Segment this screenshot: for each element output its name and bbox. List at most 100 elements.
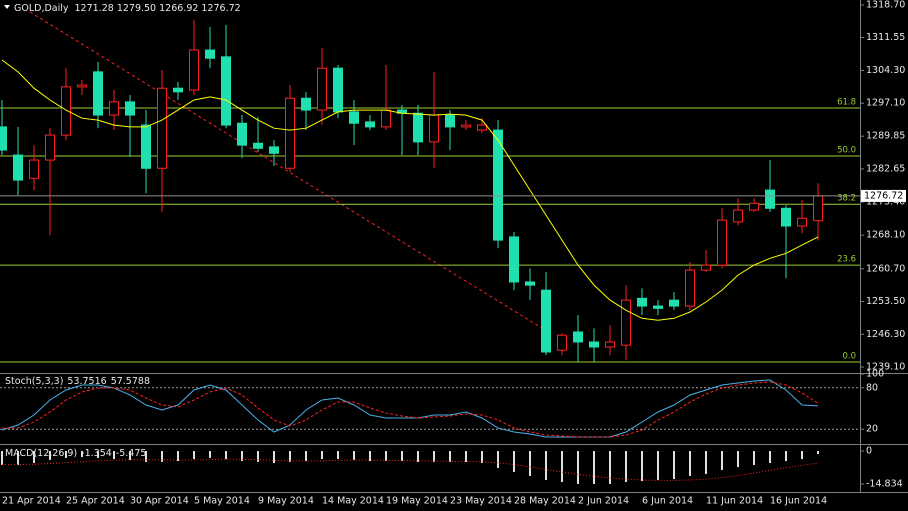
y-tick-label: 1260.70 bbox=[866, 263, 905, 274]
indicator-header: Stoch(5,3,3) 53.7516 57.5788 bbox=[5, 376, 150, 387]
fib-label: 38.2 bbox=[837, 194, 856, 204]
x-tick-label: 9 May 2014 bbox=[258, 496, 314, 507]
candle-body bbox=[13, 154, 23, 181]
candle-body bbox=[621, 299, 631, 346]
trend-line bbox=[29, 11, 546, 331]
candle-body bbox=[237, 122, 247, 146]
y-tick-label: 80 bbox=[866, 382, 878, 393]
candle-body bbox=[301, 97, 311, 111]
candle-body bbox=[525, 281, 535, 286]
x-tick-label: 30 Apr 2014 bbox=[130, 496, 189, 507]
candle-body bbox=[109, 101, 119, 116]
candle-body bbox=[733, 209, 743, 223]
indicator-name: MACD(12,26,9) bbox=[5, 448, 77, 459]
x-tick-label: 14 May 2014 bbox=[322, 496, 384, 507]
plot-area bbox=[0, 20, 860, 363]
candle-body bbox=[381, 109, 391, 128]
chart-title: GOLD,Daily bbox=[14, 3, 69, 14]
fib-label: 61.8 bbox=[837, 98, 856, 108]
y-tick-label: 1311.55 bbox=[866, 32, 905, 43]
x-tick-label: 28 May 2014 bbox=[514, 496, 576, 507]
candle-body bbox=[541, 289, 551, 353]
x-tick-label: 11 Jun 2014 bbox=[706, 496, 763, 507]
y-tick-label: 1289.85 bbox=[866, 131, 905, 142]
candle-body bbox=[77, 84, 87, 88]
indicator-header: MACD(12,26,9) -1.354 -5.475 bbox=[5, 448, 146, 459]
x-tick-label: 21 Apr 2014 bbox=[2, 496, 61, 507]
macd-signal bbox=[2, 458, 819, 481]
candle-body bbox=[653, 305, 663, 309]
candle-body bbox=[429, 114, 439, 143]
candle-body bbox=[749, 202, 759, 211]
fib-label: 23.6 bbox=[837, 255, 856, 265]
candle-body bbox=[221, 56, 231, 126]
candle-body bbox=[285, 97, 295, 169]
candle-body bbox=[765, 189, 775, 209]
x-tick-label: 25 Apr 2014 bbox=[66, 496, 125, 507]
candle-body bbox=[557, 334, 567, 351]
x-tick-label: 2 Jun 2014 bbox=[578, 496, 629, 507]
candle-body bbox=[365, 121, 375, 128]
y-tick-label: 0 bbox=[866, 446, 872, 457]
plot-area bbox=[1, 451, 819, 484]
candle-body bbox=[669, 299, 679, 307]
chart-ohlc: 1271.28 1279.50 1266.92 1276.72 bbox=[75, 3, 241, 14]
y-tick-label: 1239.10 bbox=[866, 361, 905, 372]
chart-header: GOLD,Daily 1271.28 1279.50 1266.92 1276.7… bbox=[14, 3, 241, 14]
candle-body bbox=[333, 67, 343, 113]
candle-body bbox=[717, 219, 727, 266]
y-tick-label: 1275.40 bbox=[866, 196, 905, 207]
y-tick-label: -14.834 bbox=[866, 479, 903, 490]
y-tick-label: 1282.65 bbox=[866, 163, 905, 174]
y-tick-label: 20 bbox=[866, 424, 878, 435]
candle-body bbox=[125, 101, 135, 116]
candle-body bbox=[445, 114, 455, 128]
candle-body bbox=[189, 49, 199, 91]
y-tick-label: 1297.10 bbox=[866, 98, 905, 109]
candle-body bbox=[269, 146, 279, 154]
price-box bbox=[861, 189, 906, 202]
candle-body bbox=[157, 87, 167, 169]
candle-body bbox=[685, 269, 695, 307]
candle-body bbox=[93, 71, 103, 116]
menu-arrow bbox=[4, 5, 10, 9]
candle-body bbox=[45, 134, 55, 161]
indicator-value: 53.7516 bbox=[67, 376, 106, 387]
plot-area bbox=[0, 379, 860, 438]
indicator-name: Stoch(5,3,3) bbox=[5, 376, 63, 387]
y-tick-label: 100 bbox=[866, 369, 884, 380]
stoch-signal bbox=[2, 381, 819, 438]
y-tick-label: 1304.30 bbox=[866, 65, 905, 76]
price-label: 1276.72 bbox=[864, 190, 903, 201]
stoch-main bbox=[1, 379, 819, 438]
x-tick-label: 23 May 2014 bbox=[450, 496, 512, 507]
indicator-value: -1.354 bbox=[81, 448, 112, 459]
candle-body bbox=[493, 129, 503, 241]
y-tick-label: 1253.50 bbox=[866, 296, 905, 307]
candle-body bbox=[413, 112, 423, 143]
moving-average bbox=[1, 59, 819, 321]
candle-body bbox=[605, 341, 615, 348]
candle-body bbox=[477, 124, 487, 131]
candle-body bbox=[637, 297, 647, 307]
x-tick-label: 5 May 2014 bbox=[194, 496, 250, 507]
candle-body bbox=[573, 331, 583, 343]
candle-body bbox=[589, 341, 599, 348]
candle-body bbox=[701, 264, 711, 271]
candle-body bbox=[253, 142, 263, 149]
candle-body bbox=[29, 159, 39, 179]
candle-body bbox=[0, 126, 7, 151]
candle-body bbox=[781, 207, 791, 227]
x-tick-label: 19 May 2014 bbox=[386, 496, 448, 507]
indicator-value: -5.475 bbox=[116, 448, 147, 459]
x-tick-label: 16 Jun 2014 bbox=[770, 496, 827, 507]
candle-body bbox=[173, 87, 183, 93]
y-tick-label: 1246.30 bbox=[866, 329, 905, 340]
fib-label: 0.0 bbox=[842, 351, 856, 361]
candle-body bbox=[349, 111, 359, 124]
candle-body bbox=[317, 67, 327, 111]
indicator-value: 57.5788 bbox=[111, 376, 150, 387]
x-tick-label: 6 Jun 2014 bbox=[642, 496, 693, 507]
